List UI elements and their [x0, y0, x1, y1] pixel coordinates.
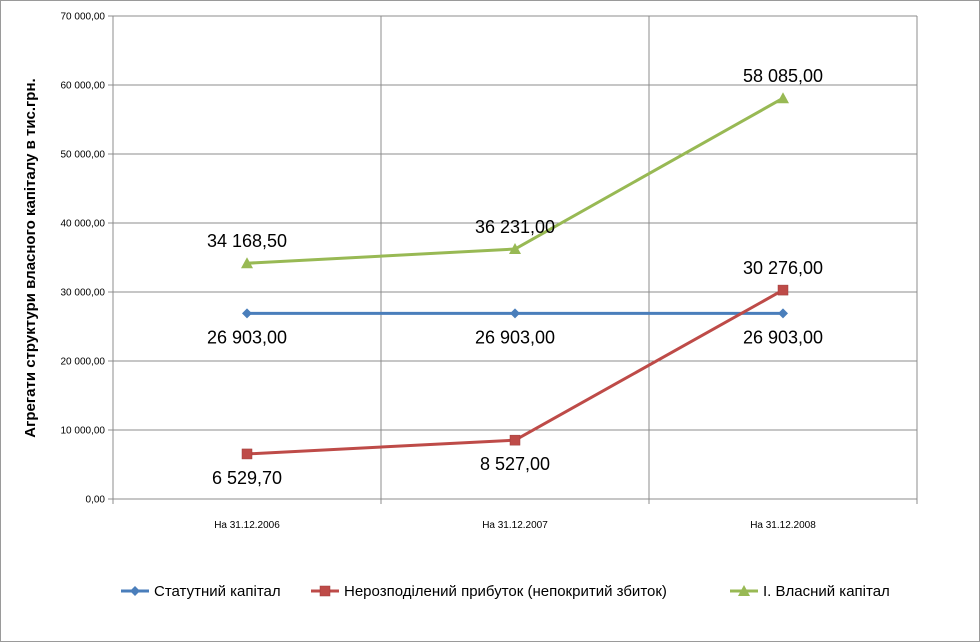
legend-entry-label: І. Власний капітал	[763, 583, 890, 600]
y-axis-label: Агрегати структури власного капіталу в т…	[22, 78, 39, 437]
y-tick-label: 20 000,00	[61, 357, 106, 368]
y-tick-label: 60 000,00	[61, 81, 106, 92]
legend-triangle-marker	[738, 585, 750, 596]
diamond-marker	[778, 308, 788, 319]
y-tick-label: 50 000,00	[61, 150, 106, 161]
data-label: 26 903,00	[475, 327, 555, 347]
data-label: 8 527,00	[480, 454, 550, 474]
data-label: 26 903,00	[743, 327, 823, 347]
square-marker	[241, 448, 253, 460]
x-tick-label: На 31.12.2006	[214, 520, 280, 531]
triangle-marker	[777, 92, 789, 104]
triangle-marker	[241, 257, 253, 269]
legend-entry-label: Нерозподілений прибуток (непокритий збит…	[344, 583, 667, 600]
data-labels: 26 903,00 26 903,00 26 903,00 6 529,70 8 527…	[207, 66, 823, 488]
data-label: 30 276,00	[743, 258, 823, 278]
legend: Статутний капітал Нерозподілений прибуток…	[121, 583, 890, 600]
data-label: 58 085,00	[743, 66, 823, 86]
y-tick-label: 30 000,00	[61, 288, 106, 299]
y-tick-label: 40 000,00	[61, 219, 106, 230]
diamond-marker	[242, 308, 252, 319]
series-line	[246, 96, 784, 265]
legend-entry-label: Статутний капітал	[154, 583, 281, 600]
series-lines	[241, 92, 789, 460]
data-label: 36 231,00	[475, 217, 555, 237]
data-label: 34 168,50	[207, 231, 287, 251]
legend-diamond-marker	[130, 586, 140, 596]
x-tick-label: На 31.12.2007	[482, 520, 548, 531]
data-label: 26 903,00	[207, 327, 287, 347]
square-marker	[509, 434, 521, 446]
square-marker	[777, 284, 789, 296]
y-tick-label: 10 000,00	[61, 426, 106, 437]
y-tick-label: 70 000,00	[61, 12, 106, 23]
triangle-marker	[509, 243, 521, 255]
y-axis-tick-labels: 0,00 10 000,00 20 000,00 30 000,00 40 000,00…	[61, 12, 106, 506]
legend-square-marker	[319, 585, 331, 597]
data-label: 6 529,70	[212, 468, 282, 488]
y-tick-label: 0,00	[86, 495, 106, 506]
diamond-marker	[510, 308, 520, 319]
x-tick-label: На 31.12.2008	[750, 520, 816, 531]
x-axis-tick-labels: На 31.12.2006 На 31.12.2007 На 31.12.2008	[214, 520, 816, 531]
